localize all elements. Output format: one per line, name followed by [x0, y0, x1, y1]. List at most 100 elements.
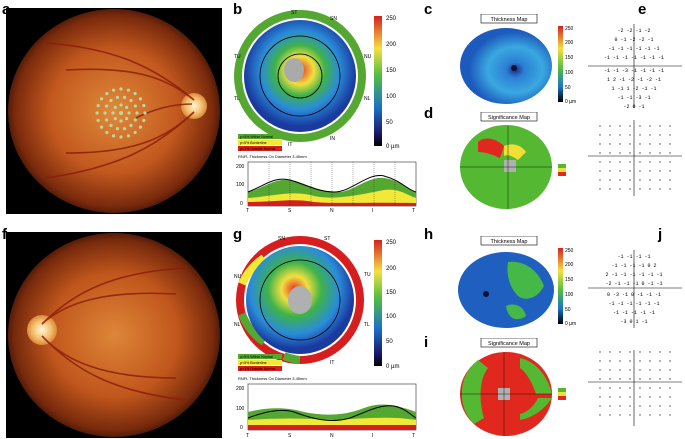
fixation-dot: [105, 91, 109, 96]
vf-probability-dot: [599, 152, 601, 154]
vf-probability-dot: [639, 179, 641, 181]
vf-probability-dot: [629, 378, 631, 380]
vf-probability-dot: [639, 378, 641, 380]
profile-y-tick: 100: [236, 406, 245, 412]
vf-probability-dot: [599, 405, 601, 407]
vf-probability-dot: [599, 351, 601, 353]
vf-probability-dot: [599, 360, 601, 362]
vf-probability-dot: [619, 387, 621, 389]
fixation-dot: [129, 123, 133, 128]
vf-probability-dot: [659, 152, 661, 154]
fixation-dot: [109, 98, 113, 103]
profile-x-tick: N: [330, 433, 334, 438]
vf-probability-dot: [639, 170, 641, 172]
cbar-tick: 200: [386, 42, 397, 48]
profile-y-tick: 200: [236, 386, 245, 392]
vf-probability-dot: [609, 125, 611, 127]
fixation-dot: [99, 97, 104, 101]
optic-disc-top: [284, 58, 304, 82]
cbar-tick: 50: [386, 120, 393, 126]
fixation-dot: [104, 118, 109, 122]
vf-probability-dot: [629, 143, 631, 145]
cbar-tick: 200: [565, 262, 574, 268]
vf-probability-dot: [639, 143, 641, 145]
vf-probability-dot: [669, 387, 671, 389]
vf-probability-dot: [639, 134, 641, 136]
vf-probability-dot: [599, 188, 601, 190]
vf-row: 0 -1 -2 -2 -1: [614, 37, 653, 43]
vf-probability-dot: [649, 414, 651, 416]
vf-probability-dot: [609, 161, 611, 163]
significance-map-bottom: Significance Map: [448, 337, 578, 438]
cbar-tick: 150: [386, 290, 397, 296]
vf-probability-dot: [669, 134, 671, 136]
vf-probability-dot: [629, 414, 631, 416]
fixation-dot: [142, 118, 146, 123]
vf-probability-dot: [639, 369, 641, 371]
fixation-dot: [126, 88, 131, 92]
vf-probability-dot: [669, 360, 671, 362]
fixation-dot: [133, 91, 137, 96]
fixation-dot: [125, 105, 129, 109]
vf-probability-dot: [609, 152, 611, 154]
vf-probability-dot: [619, 414, 621, 416]
vf-probability-dot: [609, 179, 611, 181]
vf-probability-dot: [659, 396, 661, 398]
fixation-dot: [113, 117, 117, 121]
vf-probability-dot: [619, 369, 621, 371]
vf-row: -2 -2 -1 -2: [617, 28, 650, 34]
cbar-tick: 250: [565, 248, 574, 254]
fixation-dot: [133, 118, 138, 122]
vf-row: 1 -1 1 -2 -1 -1: [611, 86, 656, 92]
profile-x-tick: I: [372, 433, 373, 438]
macula-ring-top: [119, 111, 123, 115]
profile-title-bottom: RNFL Thickness On Diameter 3.45mm: [238, 376, 307, 381]
fixation-dot: [133, 130, 137, 135]
sector-label: NL: [364, 96, 371, 102]
fixation-dot: [111, 134, 116, 138]
label-g: g: [233, 226, 243, 243]
thickness-map-title: Thickness Map: [491, 239, 528, 245]
rnfl-panel-top: 250 200 150 100 50 0 µm ST SN NU NL IN I…: [234, 10, 420, 214]
sector-label: IT: [330, 360, 334, 366]
vf-probability-dot: [609, 143, 611, 145]
vf-probability-dot: [609, 387, 611, 389]
vf-probability-dot: [649, 405, 651, 407]
sector-label: NU: [364, 54, 372, 60]
vf-probability-dot: [629, 405, 631, 407]
vf-probability-dot: [609, 405, 611, 407]
vf-probability-dot: [619, 152, 621, 154]
fixation-dot: [115, 126, 120, 131]
vf-probability-dot: [659, 179, 661, 181]
fixation-dot: [127, 111, 131, 115]
cbar-tick: 200: [565, 40, 574, 46]
vf-probability-dot: [639, 414, 641, 416]
vf-probability-dot: [649, 188, 651, 190]
profile-x-tick: T: [246, 208, 249, 212]
vf-probability-dot: [649, 125, 651, 127]
profile-x-tick: I: [372, 208, 373, 212]
sector-label: TU: [364, 272, 371, 278]
vf-row: 0 -3 -1 0 -1 -1 -1: [607, 292, 661, 298]
fixation-dot: [129, 98, 133, 103]
vf-probability-dot: [639, 387, 641, 389]
cbar-tick: 150: [565, 277, 574, 283]
vf-probability-dot: [629, 351, 631, 353]
vf-probability-dot: [659, 134, 661, 136]
fixation-dot: [105, 130, 109, 135]
rnfl-profile-top: 200 100 0 T S N I T: [236, 161, 417, 214]
profile-title-top: RNFL Thickness On Diameter 3.45mm: [238, 154, 307, 159]
profile-y-tick: 100: [236, 182, 245, 188]
cbar-tick: 100: [386, 94, 397, 100]
profile-x-tick: S: [288, 208, 292, 212]
vf-probability-dot: [649, 143, 651, 145]
cbar-tick: 0 µm: [565, 99, 576, 105]
fixation-dot: [111, 111, 115, 115]
vf-probability-dot: [639, 351, 641, 353]
sector-label: ST: [291, 10, 297, 16]
vf-probability-dot: [619, 134, 621, 136]
vf-probability-dot: [669, 405, 671, 407]
vf-row: -3 0 1 -1: [620, 319, 647, 325]
sector-label: TL: [234, 96, 240, 102]
vf-probability-dot: [599, 125, 601, 127]
